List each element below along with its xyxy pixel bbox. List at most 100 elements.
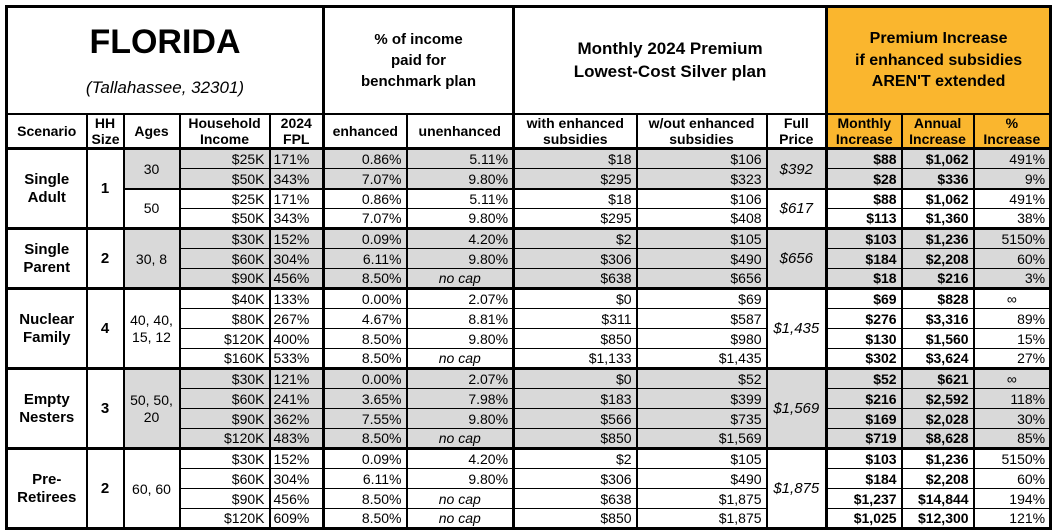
table-row: $60K 241% 3.65% 7.98% $183 $399 $216 $2,… — [7, 388, 1051, 409]
pct-increase-cell: 491% — [972, 147, 1051, 169]
unenhanced-cell: 8.81% — [405, 308, 514, 329]
income-cell: $30K — [178, 367, 270, 389]
fpl-cell: 241% — [268, 388, 324, 409]
unenhanced-cell: no cap — [405, 268, 514, 289]
fpl-cell: 152% — [268, 227, 324, 249]
pct-increase-cell: 60% — [972, 248, 1051, 269]
without-subsidies-cell: $587 — [635, 308, 767, 329]
table-row: $120K 400% 8.50% 9.80% $850 $980 $130 $1… — [7, 328, 1051, 349]
pct-increase-cell: 89% — [972, 308, 1051, 329]
enhanced-cell: 0.86% — [322, 187, 407, 209]
without-subsidies-cell: $1,435 — [635, 348, 767, 369]
pct-increase-cell: 3% — [972, 268, 1051, 289]
enhanced-cell: 8.50% — [322, 348, 407, 369]
income-cell: $60K — [178, 468, 270, 489]
fpl-cell: 304% — [268, 468, 324, 489]
without-subsidies-cell: $980 — [635, 328, 767, 349]
monthly-increase-cell: $113 — [825, 208, 902, 229]
full-price-cell: $392 — [765, 147, 827, 189]
ages-cell: 30 — [122, 147, 180, 189]
income-cell: $30K — [178, 227, 270, 249]
unenhanced-cell: 9.80% — [405, 168, 514, 189]
monthly-increase-cell: $169 — [825, 408, 902, 429]
full-price-cell: $1,875 — [765, 447, 827, 529]
monthly-increase-cell: $302 — [825, 348, 902, 369]
with-subsidies-cell: $0 — [512, 367, 637, 389]
without-subsidies-cell: $490 — [635, 468, 767, 489]
enhanced-cell: 8.50% — [322, 508, 407, 529]
table-row: $80K 267% 4.67% 8.81% $311 $587 $276 $3,… — [7, 308, 1051, 329]
col-header-without-subsidies: w/out enhanced subsidies — [635, 113, 767, 149]
col-header-scenario: Scenario — [5, 113, 87, 149]
col-header-annual-increase: Annual Increase — [900, 113, 974, 149]
annual-increase-cell: $2,592 — [900, 388, 974, 409]
without-subsidies-cell: $735 — [635, 408, 767, 429]
hh-size-cell: 2 — [85, 227, 124, 289]
state-title: FLORIDA — [89, 23, 241, 62]
section-header-benchmark: % of income paid for benchmark plan — [322, 6, 514, 115]
with-subsidies-cell: $638 — [512, 268, 637, 289]
table-row: $90K 362% 7.55% 9.80% $566 $735 $169 $2,… — [7, 408, 1051, 429]
monthly-increase-cell: $69 — [825, 287, 902, 309]
full-price-cell: $1,435 — [765, 287, 827, 369]
annual-increase-cell: $1,560 — [900, 328, 974, 349]
unenhanced-cell: 9.80% — [405, 328, 514, 349]
monthly-increase-cell: $130 — [825, 328, 902, 349]
monthly-increase-cell: $1,025 — [825, 508, 902, 529]
ages-cell: 60, 60 — [122, 447, 180, 529]
enhanced-cell: 7.07% — [322, 208, 407, 229]
scenario-cell: Single Adult — [5, 147, 87, 229]
enhanced-cell: 6.11% — [322, 468, 407, 489]
enhanced-cell: 3.65% — [322, 388, 407, 409]
fpl-cell: 609% — [268, 508, 324, 529]
premium-comparison-table: FLORIDA (Tallahassee, 32301) % of income… — [5, 5, 1053, 530]
annual-increase-cell: $2,208 — [900, 248, 974, 269]
enhanced-cell: 7.55% — [322, 408, 407, 429]
table-row: Single Adult 1 30 $25K 171% 0.86% 5.11% … — [5, 147, 1051, 229]
without-subsidies-cell: $106 — [635, 147, 767, 169]
with-subsidies-cell: $18 — [512, 187, 637, 209]
income-cell: $50K — [178, 168, 270, 189]
location-subtitle: (Tallahassee, 32301) — [85, 77, 245, 97]
without-subsidies-cell: $1,569 — [635, 428, 767, 449]
pct-increase-cell: 9% — [972, 168, 1051, 189]
table-row: $120K 483% 8.50% no cap $850 $1,569 $719… — [7, 428, 1051, 449]
annual-increase-cell: $1,062 — [900, 147, 974, 169]
pct-increase-cell: 491% — [972, 187, 1051, 209]
annual-increase-cell: $3,624 — [900, 348, 974, 369]
enhanced-cell: 0.86% — [322, 147, 407, 169]
unenhanced-cell: 5.11% — [405, 147, 514, 169]
col-header-monthly-increase: Monthly Increase — [825, 113, 902, 149]
income-cell: $30K — [178, 447, 270, 469]
pct-increase-cell: 27% — [972, 348, 1051, 369]
monthly-increase-cell: $103 — [825, 227, 902, 249]
with-subsidies-cell: $850 — [512, 328, 637, 349]
annual-increase-cell: $8,628 — [900, 428, 974, 449]
table-row: $50K 343% 7.07% 9.80% $295 $323 $28 $336… — [7, 168, 1051, 189]
without-subsidies-cell: $323 — [635, 168, 767, 189]
income-cell: $120K — [178, 428, 270, 449]
without-subsidies-cell: $106 — [635, 187, 767, 209]
fpl-cell: 304% — [268, 248, 324, 269]
with-subsidies-cell: $850 — [512, 428, 637, 449]
fpl-cell: 152% — [268, 447, 324, 469]
annual-increase-cell: $336 — [900, 168, 974, 189]
pct-increase-cell: 38% — [972, 208, 1051, 229]
with-subsidies-cell: $850 — [512, 508, 637, 529]
unenhanced-cell: 5.11% — [405, 187, 514, 209]
table-row: $60K 304% 6.11% 9.80% $306 $490 $184 $2,… — [7, 248, 1051, 269]
enhanced-cell: 0.00% — [322, 367, 407, 389]
monthly-increase-cell: $216 — [825, 388, 902, 409]
col-header-hh-size: HH Size — [85, 113, 124, 149]
pct-increase-cell: ∞ — [972, 287, 1051, 309]
scenario-cell: Nuclear Family — [5, 287, 87, 369]
income-cell: $90K — [178, 488, 270, 509]
unenhanced-cell: 2.07% — [405, 367, 514, 389]
table-row: $160K 533% 8.50% no cap $1,133 $1,435 $3… — [7, 348, 1051, 369]
annual-increase-cell: $12,300 — [900, 508, 974, 529]
fpl-cell: 456% — [268, 268, 324, 289]
unenhanced-cell: 9.80% — [405, 208, 514, 229]
enhanced-cell: 8.50% — [322, 428, 407, 449]
pct-increase-cell: 60% — [972, 468, 1051, 489]
table-row: Single Parent 2 30, 8 $30K 152% 0.09% 4.… — [5, 227, 1051, 289]
